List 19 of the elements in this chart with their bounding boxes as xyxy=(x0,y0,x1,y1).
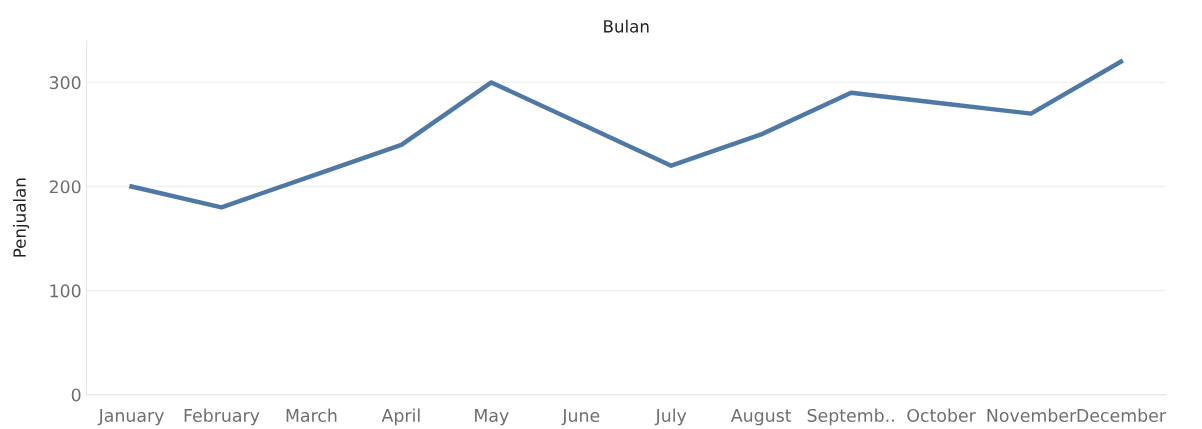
x-tick-label: May xyxy=(475,409,509,426)
y-tick-label: 100 xyxy=(50,284,81,298)
line-series xyxy=(129,59,1124,210)
y-tick-label: 300 xyxy=(49,76,81,90)
x-tick-label: Septemb.. xyxy=(807,408,894,426)
y-axis-title: Penjualan xyxy=(12,178,30,257)
x-tick-label: February xyxy=(184,408,260,426)
x-tick-label: October xyxy=(907,408,976,423)
chart-title: Bulan xyxy=(604,19,649,33)
x-tick-label: June xyxy=(561,409,600,426)
x-tick-label: July xyxy=(654,408,687,426)
x-tick-label: August xyxy=(730,409,792,426)
x-tick-label: April xyxy=(381,408,420,426)
x-tick-label: January xyxy=(97,409,164,426)
x-tick-label: November xyxy=(987,408,1077,423)
y-tick-label: 0 xyxy=(71,388,81,402)
x-tick-label: December xyxy=(1077,408,1166,423)
y-tick-label: 200 xyxy=(49,180,81,194)
x-tick-label: March xyxy=(286,408,337,423)
